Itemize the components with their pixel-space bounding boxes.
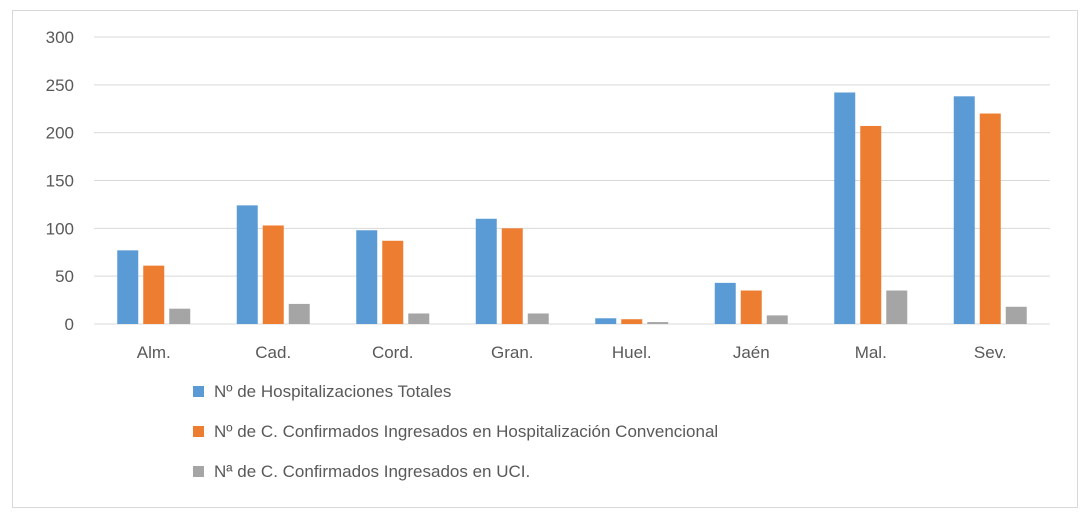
x-tick-label: Huel. bbox=[612, 343, 652, 362]
legend-label: Nª de C. Confirmados Ingresados en UCI. bbox=[214, 462, 530, 481]
x-tick-label: Mal. bbox=[855, 343, 887, 362]
legend-swatch bbox=[193, 466, 204, 477]
bar bbox=[834, 92, 856, 324]
legend-label: Nº de C. Confirmados Ingresados en Hospi… bbox=[214, 422, 718, 441]
bar bbox=[288, 303, 310, 324]
bar bbox=[117, 250, 139, 324]
x-tick-label: Cad. bbox=[255, 343, 291, 362]
bar bbox=[647, 322, 669, 324]
bar bbox=[169, 308, 191, 324]
bar bbox=[621, 319, 643, 324]
legend-label: Nº de Hospitalizaciones Totales bbox=[214, 382, 451, 401]
bar bbox=[860, 125, 882, 324]
y-tick-label: 100 bbox=[46, 219, 74, 238]
x-tick-label: Alm. bbox=[137, 343, 171, 362]
bar bbox=[595, 318, 617, 324]
bar bbox=[356, 230, 378, 324]
chart-container bbox=[12, 10, 1078, 508]
legend-swatch bbox=[193, 386, 204, 397]
x-tick-label: Sev. bbox=[974, 343, 1007, 362]
bar bbox=[527, 313, 549, 324]
bar bbox=[714, 282, 736, 324]
x-tick-label: Gran. bbox=[491, 343, 534, 362]
bar bbox=[766, 315, 788, 324]
bar bbox=[143, 265, 165, 324]
y-tick-label: 0 bbox=[65, 315, 74, 334]
bar bbox=[1005, 306, 1027, 324]
y-tick-label: 300 bbox=[46, 28, 74, 47]
y-tick-label: 200 bbox=[46, 124, 74, 143]
bar bbox=[262, 225, 284, 324]
bar bbox=[236, 205, 258, 324]
bar bbox=[408, 313, 430, 324]
bar bbox=[382, 240, 404, 324]
bar bbox=[740, 290, 762, 324]
y-tick-label: 250 bbox=[46, 76, 74, 95]
x-tick-label: Jaén bbox=[733, 343, 770, 362]
bar bbox=[501, 228, 523, 324]
x-tick-label: Cord. bbox=[372, 343, 414, 362]
bar bbox=[886, 290, 908, 324]
bar bbox=[979, 113, 1001, 325]
legend-swatch bbox=[193, 426, 204, 437]
y-tick-label: 50 bbox=[55, 267, 74, 286]
bar bbox=[475, 218, 497, 324]
y-tick-label: 150 bbox=[46, 172, 74, 191]
bar bbox=[953, 96, 975, 325]
